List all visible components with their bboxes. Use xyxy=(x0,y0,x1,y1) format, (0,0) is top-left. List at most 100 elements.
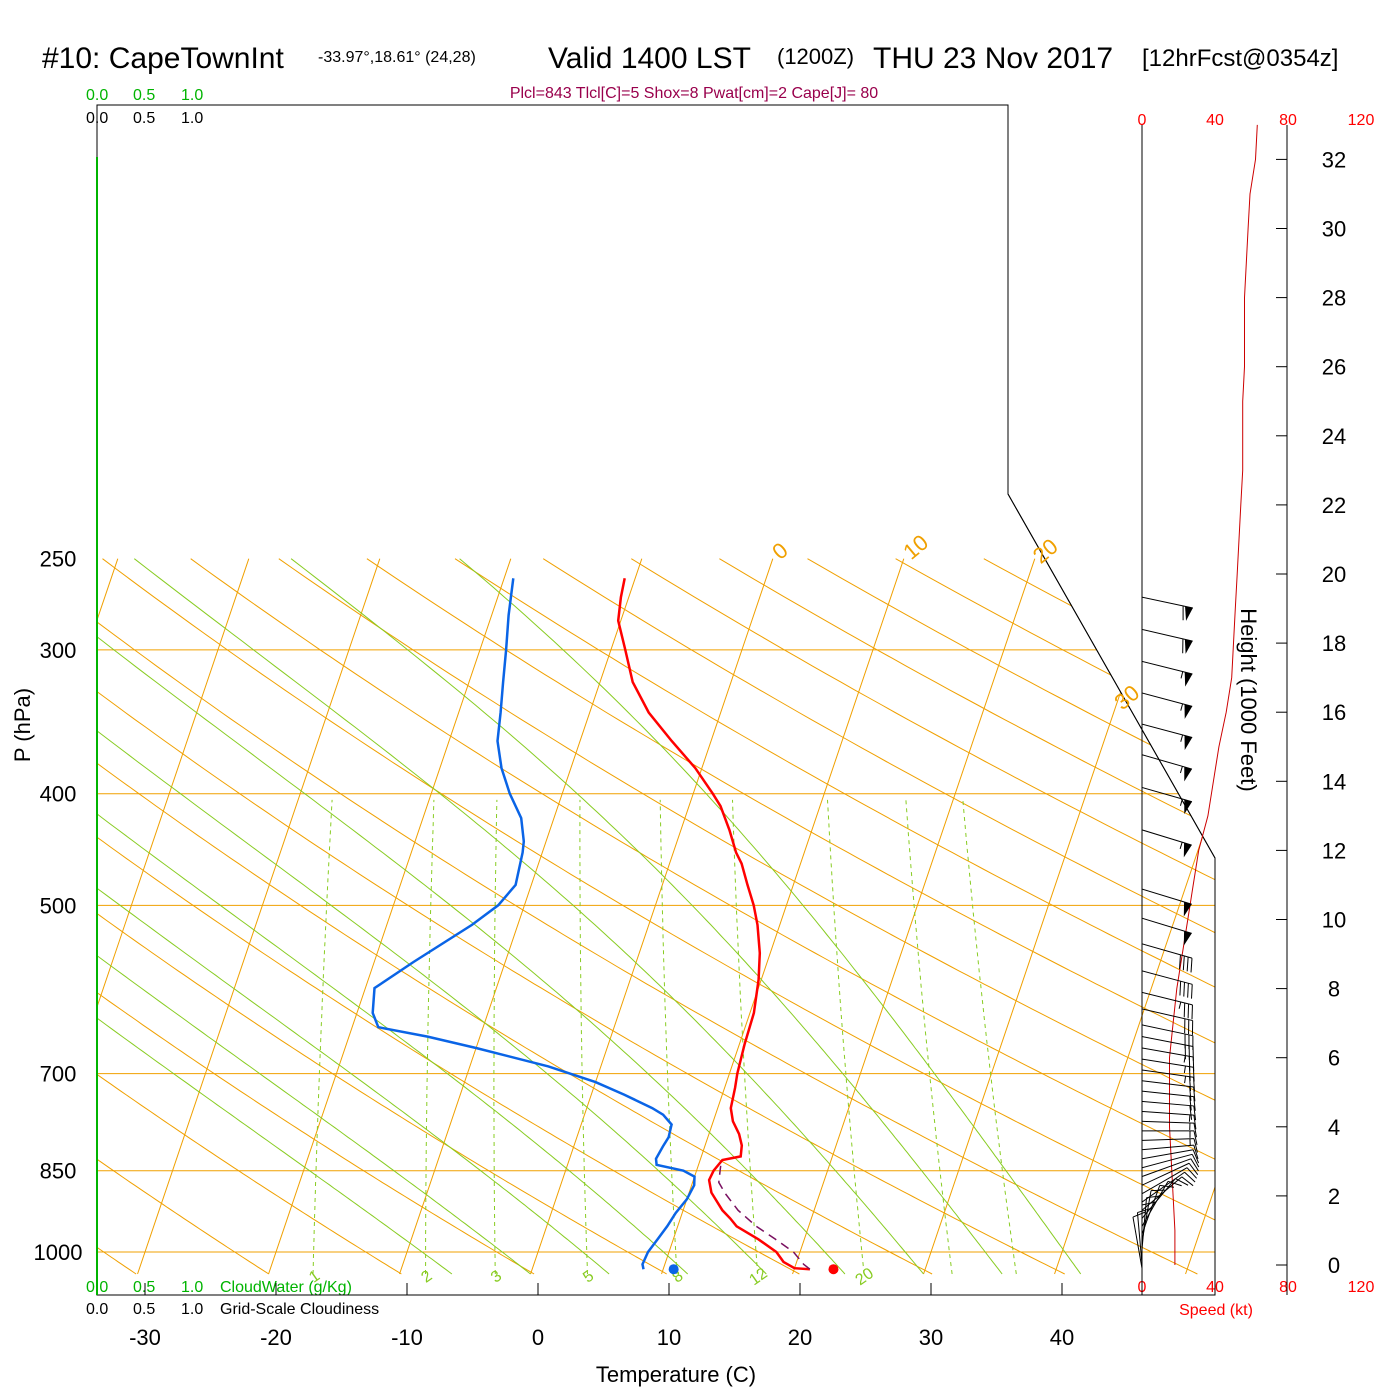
cloud-scale-bottom: 0.0 0.5 1.0 CloudWater (g/Kg) 0.0 0.5 1.… xyxy=(86,1279,379,1318)
dry-adiabat-line xyxy=(190,558,1215,1275)
speed-top-tick-1: 40 xyxy=(1206,112,1224,129)
wind-barb-flag xyxy=(1132,1211,1147,1218)
cloud-bottom-green-1: 0.5 xyxy=(133,1279,155,1296)
height-tick-label: 28 xyxy=(1322,286,1346,311)
wind-barb-staff xyxy=(1141,1058,1194,1068)
axis-ticks-layer: -30 -20 -10 0 10 20 30 402503004005007008501000… xyxy=(34,147,1347,1350)
wind-barb-flag xyxy=(1186,957,1189,972)
dry-adiabat-line xyxy=(454,558,1215,1275)
cloudwater-label: CloudWater (g/Kg) xyxy=(220,1279,352,1296)
wind-barb-half-flag xyxy=(1180,734,1184,742)
height-tick-label: 22 xyxy=(1322,493,1346,518)
wind-barb xyxy=(1141,943,1193,973)
wind-barb-staff xyxy=(1141,1190,1152,1242)
y-tick-label: 1000 xyxy=(34,1240,83,1265)
wind-layer xyxy=(1132,596,1200,1269)
wind-barb-flag xyxy=(1178,954,1181,970)
wind-barb xyxy=(1141,991,1193,1020)
x-tick-label: -20 xyxy=(260,1325,292,1350)
wind-barb-staff xyxy=(1141,1185,1161,1235)
height-tick-label: 20 xyxy=(1322,562,1346,587)
x-tick-label: 30 xyxy=(919,1325,943,1350)
height-tick-label: 12 xyxy=(1322,838,1346,863)
wind-barb-flag xyxy=(1182,955,1185,971)
wind-barb-pennant xyxy=(1184,766,1192,782)
wind-barb-staff xyxy=(1141,917,1192,934)
x-tick-label: 10 xyxy=(657,1325,681,1350)
wind-barb xyxy=(1132,1211,1147,1269)
height-tick-label: 0 xyxy=(1328,1253,1340,1278)
wind-barb-staff xyxy=(1132,1216,1143,1269)
wind-barb-half-flag xyxy=(1184,1076,1187,1084)
wind-barb xyxy=(1141,1167,1198,1195)
wind-barb xyxy=(1141,660,1193,687)
x-tick-label: -10 xyxy=(391,1325,423,1350)
x-tick-label: 20 xyxy=(788,1325,812,1350)
dewpoint-line xyxy=(371,578,696,1270)
isotherm-line xyxy=(97,558,250,1275)
y-tick-label: 500 xyxy=(40,893,77,918)
wind-barb-staff xyxy=(1141,1178,1176,1219)
wind-barb-staff xyxy=(1141,723,1193,739)
wind-barb-staff xyxy=(1141,1036,1194,1047)
title-date: THU 23 Nov 2017 xyxy=(873,42,1113,75)
dry-adiabat-line xyxy=(97,558,1198,1275)
wind-barb-pennant xyxy=(1185,606,1193,621)
wind-barb-pennant xyxy=(1183,842,1192,858)
wind-barb-flag xyxy=(1191,1154,1200,1168)
wind-barb-flag xyxy=(1193,1096,1196,1111)
wind-barb-staff xyxy=(1141,692,1193,707)
dry-adiabat-line xyxy=(97,558,800,1275)
wind-barb-staff xyxy=(1141,1110,1194,1116)
moist-adiabat-line xyxy=(97,558,767,1275)
wind-barb-staff xyxy=(1141,1090,1194,1098)
dry-adiabat-line xyxy=(97,558,1065,1275)
wind-barb-half-flag xyxy=(1179,798,1183,806)
wind-barb-staff xyxy=(1141,1176,1183,1211)
dry-adiabat-line xyxy=(97,558,933,1275)
title-utc: (1200Z) xyxy=(777,44,854,69)
wind-barb xyxy=(1141,970,1193,999)
cloud-top-green-2: 1.0 xyxy=(181,87,203,104)
wind-barb-pennant xyxy=(1184,704,1193,719)
wind-barb xyxy=(1141,1144,1199,1159)
wind-barb-staff xyxy=(1141,1144,1194,1151)
wind-barb xyxy=(1141,829,1192,858)
wind-barb xyxy=(1141,1184,1175,1235)
moist-adiabat-line xyxy=(97,558,453,1275)
y-tick-label: 700 xyxy=(40,1062,77,1087)
wind-barb xyxy=(1141,1100,1197,1121)
wind-barb-staff xyxy=(1141,1138,1194,1141)
x-tick-label: 0 xyxy=(532,1325,544,1350)
wind-barb-pennant xyxy=(1183,901,1192,917)
wind-barb-pennant xyxy=(1184,799,1192,815)
wind-barb xyxy=(1141,1138,1198,1153)
wind-barb-flag xyxy=(1193,1087,1196,1102)
isotherm-line xyxy=(399,558,643,1275)
wind-barb-flag xyxy=(1159,1184,1175,1188)
wind-barb-flag xyxy=(1184,1171,1196,1183)
wind-barb-flag xyxy=(1189,1086,1192,1101)
wind-barb-staff xyxy=(1141,628,1193,642)
wind-barb-staff xyxy=(1141,1024,1193,1037)
wind-barb xyxy=(1141,723,1193,751)
height-tick-label: 32 xyxy=(1322,147,1346,172)
wind-barb xyxy=(1141,1149,1200,1164)
wind-barb-staff xyxy=(1141,1100,1194,1107)
title-valid: Valid 1400 LST xyxy=(548,42,751,75)
height-tick-label: 14 xyxy=(1322,769,1346,794)
dry-adiabat-line xyxy=(97,558,535,1275)
wind-barb-staff xyxy=(1141,1162,1190,1186)
height-tick-label: 6 xyxy=(1328,1046,1340,1071)
wind-barb-staff xyxy=(1141,1080,1194,1088)
mixing-ratio-line xyxy=(962,799,1017,1275)
wind-barb xyxy=(1141,1171,1196,1203)
wind-barb-staff xyxy=(1141,1181,1169,1227)
cloud-top-green-0: 0.0 xyxy=(86,87,108,104)
x-tick-label: 40 xyxy=(1050,1325,1074,1350)
dry-adiabat-line xyxy=(631,558,1215,1275)
wind-barb-half-flag xyxy=(1180,671,1184,679)
wind-barb xyxy=(1141,1110,1197,1130)
height-tick-label: 24 xyxy=(1322,424,1346,449)
